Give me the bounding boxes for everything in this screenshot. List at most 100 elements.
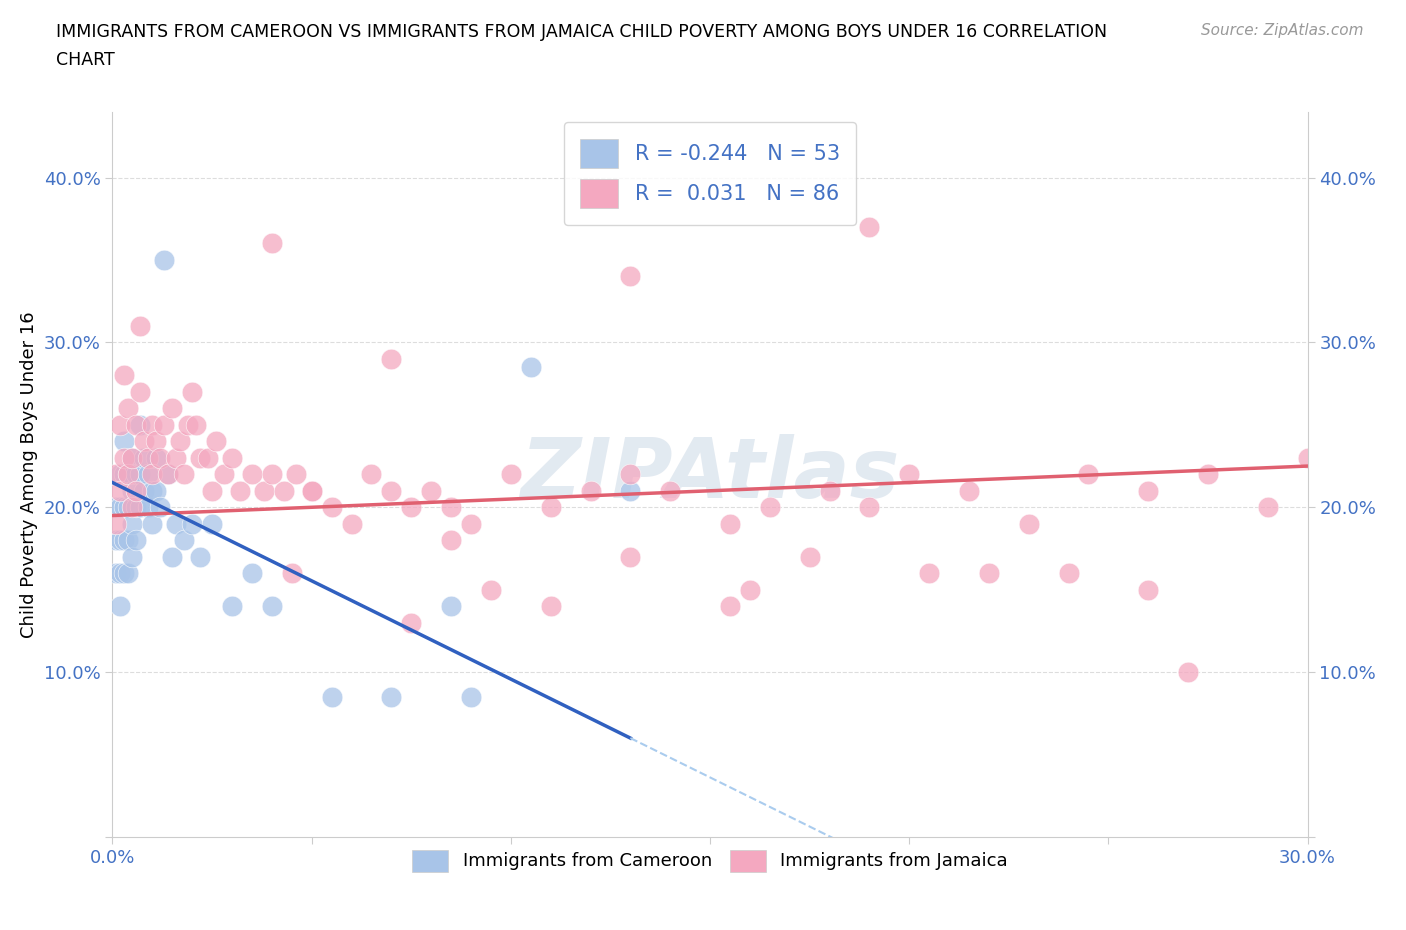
Point xyxy=(858,219,880,234)
Point xyxy=(121,450,143,465)
Point xyxy=(340,516,363,531)
Point xyxy=(1077,467,1099,482)
Point xyxy=(188,450,211,465)
Point xyxy=(619,269,641,284)
Point xyxy=(221,450,243,465)
Point xyxy=(818,484,841,498)
Point xyxy=(125,418,148,432)
Point xyxy=(145,434,167,449)
Point xyxy=(141,484,163,498)
Point xyxy=(121,484,143,498)
Text: CHART: CHART xyxy=(56,51,115,69)
Point xyxy=(177,418,200,432)
Point xyxy=(114,368,135,383)
Point xyxy=(401,499,423,514)
Point xyxy=(129,384,152,399)
Point xyxy=(619,550,641,565)
Point xyxy=(141,516,163,531)
Point xyxy=(1057,565,1080,580)
Point xyxy=(117,533,139,548)
Point xyxy=(420,484,443,498)
Point xyxy=(105,499,128,514)
Point xyxy=(117,499,139,514)
Point xyxy=(110,533,132,548)
Point xyxy=(153,418,176,432)
Point xyxy=(540,499,562,514)
Point xyxy=(173,533,195,548)
Point xyxy=(858,499,880,514)
Point xyxy=(181,384,204,399)
Point xyxy=(121,550,143,565)
Point xyxy=(114,467,135,482)
Point xyxy=(718,599,741,614)
Point xyxy=(201,516,224,531)
Point xyxy=(284,467,307,482)
Point xyxy=(162,401,183,416)
Point xyxy=(110,599,132,614)
Point xyxy=(157,467,180,482)
Point xyxy=(898,467,921,482)
Y-axis label: Child Poverty Among Boys Under 16: Child Poverty Among Boys Under 16 xyxy=(20,311,38,638)
Point xyxy=(321,499,343,514)
Point xyxy=(957,484,980,498)
Point xyxy=(718,516,741,531)
Point xyxy=(181,516,204,531)
Point xyxy=(977,565,1000,580)
Point xyxy=(145,484,167,498)
Point xyxy=(114,499,135,514)
Text: ZIPAtlas: ZIPAtlas xyxy=(520,433,900,515)
Point xyxy=(229,484,252,498)
Point xyxy=(540,599,562,614)
Text: Source: ZipAtlas.com: Source: ZipAtlas.com xyxy=(1201,23,1364,38)
Point xyxy=(129,467,152,482)
Point xyxy=(401,616,423,631)
Point xyxy=(460,689,482,704)
Point xyxy=(165,450,187,465)
Point xyxy=(1137,582,1160,597)
Point xyxy=(138,467,160,482)
Point xyxy=(110,499,132,514)
Point xyxy=(281,565,304,580)
Point xyxy=(579,484,602,498)
Point xyxy=(1197,467,1219,482)
Point xyxy=(440,533,463,548)
Point xyxy=(759,499,782,514)
Point xyxy=(173,467,195,482)
Point xyxy=(149,499,172,514)
Point xyxy=(145,450,167,465)
Point xyxy=(157,467,180,482)
Point xyxy=(110,484,132,498)
Point xyxy=(240,467,263,482)
Point xyxy=(121,499,143,514)
Point xyxy=(134,434,156,449)
Point xyxy=(125,484,148,498)
Point xyxy=(260,236,283,251)
Point xyxy=(273,484,295,498)
Point xyxy=(121,516,143,531)
Point xyxy=(212,467,235,482)
Point xyxy=(186,418,208,432)
Point xyxy=(520,360,543,375)
Point xyxy=(738,582,761,597)
Point xyxy=(799,550,821,565)
Point xyxy=(105,516,128,531)
Point xyxy=(114,565,135,580)
Point xyxy=(169,434,191,449)
Point xyxy=(110,418,132,432)
Point xyxy=(121,450,143,465)
Point xyxy=(141,418,163,432)
Point xyxy=(165,516,187,531)
Point xyxy=(440,499,463,514)
Point xyxy=(499,467,522,482)
Point xyxy=(117,401,139,416)
Point xyxy=(197,450,219,465)
Point xyxy=(117,467,139,482)
Point xyxy=(105,467,128,482)
Point xyxy=(240,565,263,580)
Point xyxy=(253,484,276,498)
Point xyxy=(380,484,402,498)
Point xyxy=(149,450,172,465)
Point xyxy=(221,599,243,614)
Point xyxy=(360,467,382,482)
Point xyxy=(125,533,148,548)
